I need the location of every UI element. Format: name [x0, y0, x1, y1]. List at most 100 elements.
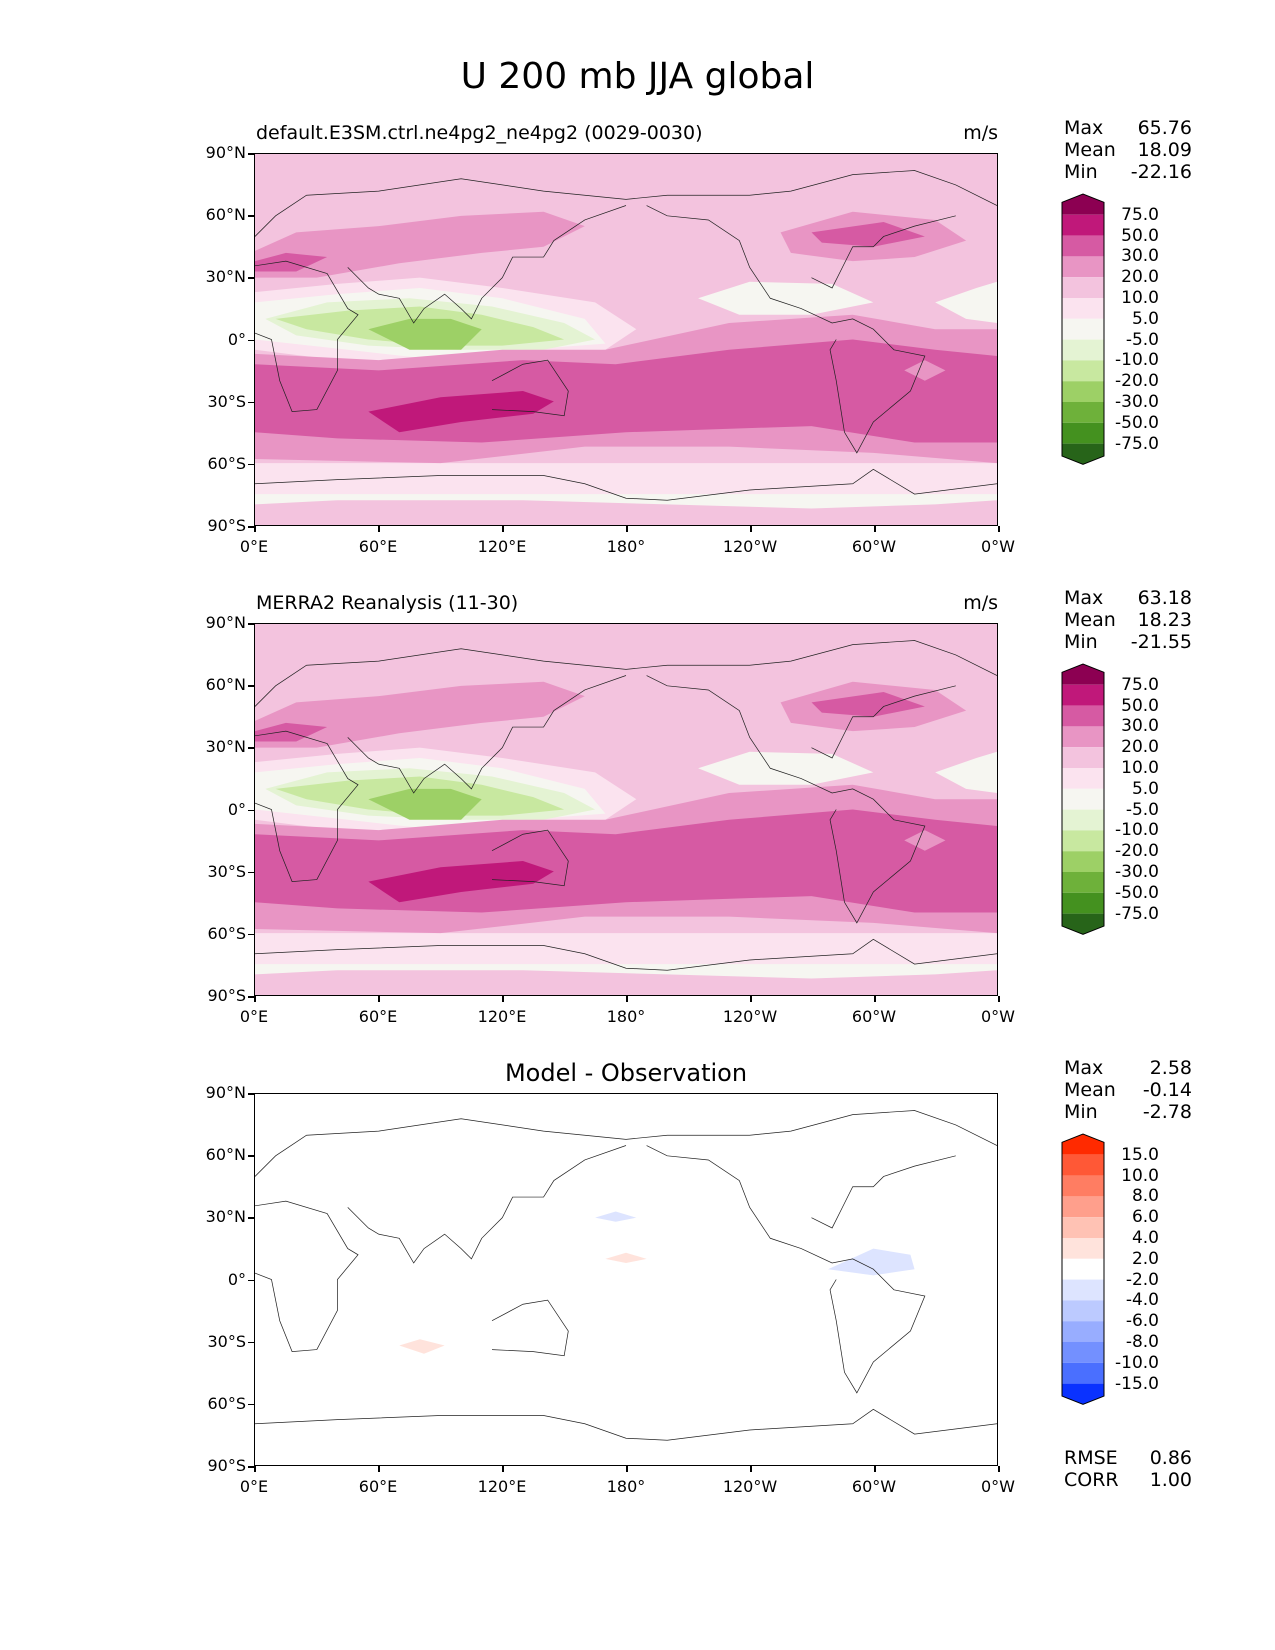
panel-units: m/s — [963, 592, 998, 614]
colorbar-label: 10.0 — [1121, 1165, 1159, 1186]
colorbar-label: -30.0 — [1115, 392, 1159, 412]
contour-band — [255, 722, 328, 742]
colorbar-segment — [1062, 1134, 1104, 1155]
contour-band — [698, 281, 874, 315]
stat-label: Max — [1064, 587, 1104, 609]
lat-tick-label: 0° — [227, 799, 246, 819]
coastline — [491, 1299, 569, 1357]
stat-label: Mean — [1064, 139, 1116, 161]
coastline — [255, 468, 997, 501]
colorbar-segment — [1062, 767, 1104, 789]
contour-band — [595, 1211, 637, 1222]
lon-tick-label: 60°E — [358, 537, 398, 556]
coastline — [646, 675, 926, 924]
colorbar-segment — [1062, 663, 1104, 685]
lon-tick-mark — [502, 996, 504, 1002]
lat-tick-mark — [248, 623, 254, 625]
lon-tick-mark — [254, 996, 256, 1002]
panel-title: Model - Observation — [504, 1059, 748, 1087]
coastline — [646, 1145, 926, 1394]
lat-tick-mark — [248, 277, 254, 279]
coastline — [347, 675, 627, 794]
stat-label: Min — [1064, 631, 1098, 653]
colorbar-label: -2.0 — [1125, 1269, 1159, 1290]
colorbar-label: 10.0 — [1121, 758, 1159, 778]
colorbar-segment — [1062, 830, 1104, 852]
stat-value: 2.58 — [1149, 1057, 1192, 1079]
stat-row: Mean 18.09 — [1064, 139, 1192, 161]
lat-tick-mark — [248, 996, 254, 998]
colorbar-label: 10.0 — [1121, 288, 1159, 308]
lat-tick-mark — [248, 153, 254, 155]
coastline — [255, 730, 359, 883]
lon-tick-mark — [750, 996, 752, 1002]
stat-value: -21.55 — [1130, 631, 1192, 653]
stat-label: Min — [1064, 161, 1098, 183]
colorbar-segment — [1062, 913, 1104, 935]
lat-tick-mark — [248, 871, 254, 874]
colorbar-label: -10.0 — [1115, 350, 1159, 371]
lat-tick-label: 60°S — [207, 453, 246, 473]
lat-tick-mark — [248, 1217, 254, 1219]
colorbar-segment — [1062, 705, 1104, 727]
stat-value: 63.18 — [1137, 587, 1192, 609]
panel-units: m/s — [963, 122, 998, 144]
lat-tick-mark — [248, 809, 254, 811]
lat-tick-label: 30°S — [207, 861, 246, 881]
lat-tick-label: 60°N — [205, 205, 246, 225]
lon-tick-mark — [874, 996, 876, 1002]
stat-row: Mean -0.14 — [1064, 1079, 1192, 1101]
lat-tick-label: 60°S — [207, 923, 246, 943]
lat-tick-label: 60°S — [207, 1393, 246, 1413]
lat-tick-mark — [248, 1093, 254, 1095]
coastline — [491, 829, 569, 887]
lon-tick-mark — [998, 526, 1000, 532]
colorbar-segment — [1062, 809, 1104, 831]
contour-band — [811, 692, 925, 717]
colorbar-segment — [1062, 277, 1104, 298]
lon-tick-label: 60°E — [358, 1477, 398, 1496]
panel-title: default.E3SM.ctrl.ne4pg2_ne4pg2 (0029-00… — [256, 122, 703, 144]
colorbar-label: -75.0 — [1115, 433, 1159, 454]
lon-tick-label: 60°W — [851, 1477, 897, 1496]
lat-tick-label: 90°S — [207, 986, 246, 1005]
metric-row: CORR 1.00 — [1064, 1469, 1192, 1491]
colorbar-segment — [1062, 1279, 1104, 1301]
colorbar-label: 6.0 — [1131, 1207, 1159, 1228]
figure-title: U 200 mb JJA global — [460, 56, 815, 97]
colorbar-label: 30.0 — [1121, 716, 1159, 737]
lat-tick-mark — [248, 933, 254, 936]
stat-row: Min -21.55 — [1064, 631, 1192, 653]
stat-row: Max 2.58 — [1064, 1057, 1192, 1079]
lon-tick-label: 120°W — [722, 1477, 778, 1496]
lon-tick-mark — [626, 1466, 628, 1472]
stat-label: Max — [1064, 117, 1104, 139]
colorbar-label: -5.0 — [1125, 329, 1159, 350]
colorbar-segment — [1062, 1196, 1104, 1218]
contour-band — [255, 681, 585, 748]
lon-tick-label: 120°E — [477, 537, 527, 556]
coastline — [255, 1408, 997, 1441]
coastline — [811, 1155, 956, 1229]
coastline — [811, 685, 956, 759]
colorbar-segment — [1062, 892, 1104, 914]
colorbar-label: -8.0 — [1125, 1332, 1159, 1352]
coastline — [811, 215, 956, 289]
metric-value: 0.86 — [1149, 1447, 1192, 1469]
contour-band — [605, 1252, 647, 1264]
contour-band — [255, 211, 585, 278]
contour-band — [255, 500, 997, 525]
colorbar-segment — [1062, 871, 1104, 893]
contour-band — [698, 751, 874, 785]
colorbar-segment — [1062, 1362, 1104, 1384]
colorbar-segment — [1062, 381, 1104, 402]
colorbar-label: -15.0 — [1115, 1373, 1159, 1394]
lat-tick-label: 60°N — [205, 1145, 246, 1165]
lon-tick-label: 0°E — [239, 1477, 269, 1496]
coastline — [491, 359, 569, 417]
colorbar-segment — [1062, 1321, 1104, 1342]
stat-label: Mean — [1064, 1079, 1116, 1101]
stat-row: Max 63.18 — [1064, 587, 1192, 609]
contour-band — [827, 1248, 915, 1276]
contour-band — [935, 281, 997, 324]
